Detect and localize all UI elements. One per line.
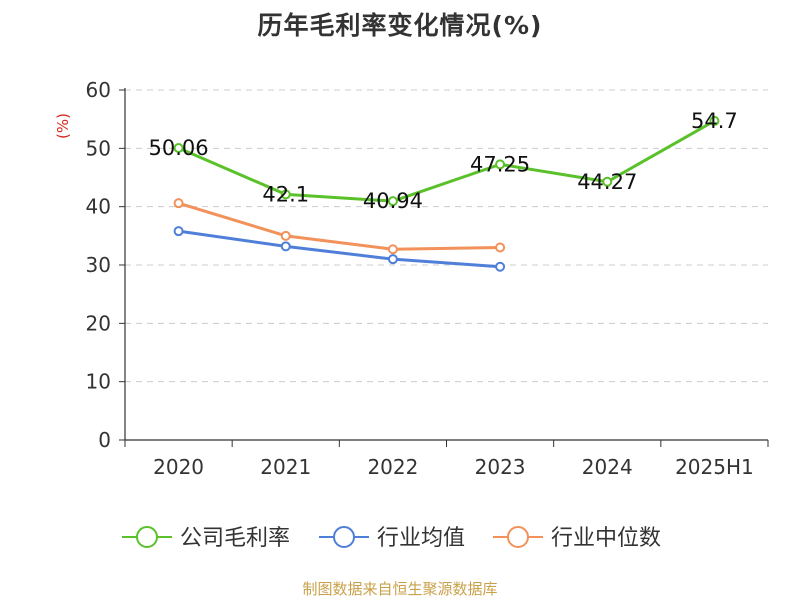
source-note: 制图数据来自恒生聚源数据库 (302, 580, 498, 598)
data-point (173, 226, 184, 237)
data-point (602, 176, 613, 187)
y-tick-label: 10 (86, 370, 111, 394)
data-point (495, 242, 506, 253)
data-label: 42.1 (262, 182, 309, 206)
legend-label: 公司毛利率 (180, 526, 290, 551)
data-point (280, 241, 291, 252)
legend-swatch-marker (333, 526, 355, 548)
x-tick-label: 2020 (153, 455, 204, 479)
data-point (709, 115, 720, 126)
chart-title: 历年毛利率变化情况(%) (257, 11, 543, 40)
data-label: 47.25 (470, 152, 530, 176)
series-line (178, 201, 501, 251)
legend-swatch-marker (507, 526, 529, 548)
legend-label: 行业中位数 (551, 526, 661, 551)
data-point (387, 254, 398, 265)
x-tick-label: 2022 (367, 455, 418, 479)
y-tick-label: 30 (86, 253, 111, 277)
y-tick-label: 0 (98, 428, 111, 452)
data-point (173, 198, 184, 209)
data-point (173, 142, 184, 153)
y-tick-label: 40 (86, 195, 111, 219)
data-point (495, 159, 506, 170)
legend-swatch-marker (136, 526, 158, 548)
y-tick-label: 20 (86, 311, 111, 335)
x-tick-label: 2021 (260, 455, 311, 479)
data-point (280, 230, 291, 241)
data-label: 50.06 (149, 136, 209, 160)
data-point (280, 189, 291, 200)
data-point (495, 261, 506, 272)
legend-label: 行业均值 (377, 526, 465, 551)
x-tick-label: 2023 (475, 455, 526, 479)
data-label: 40.94 (363, 189, 423, 213)
data-point (387, 196, 398, 207)
x-tick-label: 2025H1 (675, 455, 754, 479)
data-label: 54.7 (691, 109, 738, 133)
series-line (177, 119, 716, 203)
data-point (387, 244, 398, 255)
y-tick-label: 50 (86, 136, 111, 160)
y-axis-label: (%) (54, 113, 72, 139)
series-line (178, 229, 501, 269)
data-label: 44.27 (577, 170, 637, 194)
x-tick-label: 2024 (582, 455, 633, 479)
y-tick-label: 60 (86, 78, 111, 102)
